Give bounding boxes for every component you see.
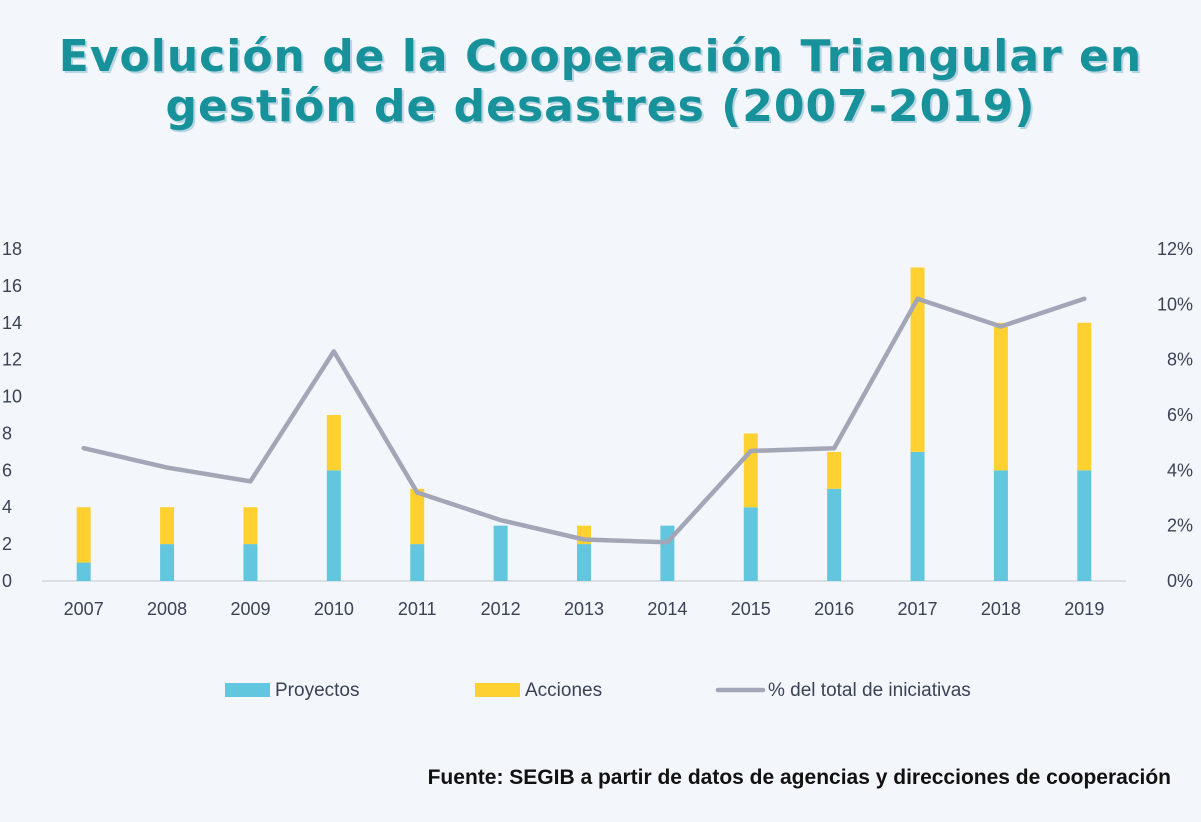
y-right-tick-label: 6% xyxy=(1167,405,1193,425)
bar-proyectos xyxy=(243,544,258,581)
bar-proyectos xyxy=(743,507,758,581)
legend-swatch-acciones xyxy=(475,683,520,697)
bar-proyectos xyxy=(493,525,508,581)
chart-title: Evolución de la Cooperación Triangular e… xyxy=(0,32,1201,132)
legend-label-proyectos: Proyectos xyxy=(275,680,359,701)
bar-acciones xyxy=(243,507,258,545)
bar-acciones xyxy=(160,507,175,545)
y-left-tick-label: 12 xyxy=(2,350,22,370)
y-left-tick-label: 6 xyxy=(2,460,12,480)
y-left-tick-label: 2 xyxy=(2,534,12,554)
bar-proyectos xyxy=(410,544,425,581)
y-left-tick-label: 14 xyxy=(2,313,22,333)
legend-label-acciones: Acciones xyxy=(525,680,602,701)
bar-proyectos xyxy=(76,562,91,581)
bar-acciones xyxy=(743,433,758,508)
bar-acciones xyxy=(326,415,341,471)
y-right-tick-label: 12% xyxy=(1157,239,1193,259)
x-tick-label: 2012 xyxy=(481,599,521,619)
bar-proyectos xyxy=(577,544,591,581)
legend-swatch-proyectos xyxy=(225,683,270,697)
y-right-tick-label: 0% xyxy=(1167,571,1193,591)
y-right-tick-label: 10% xyxy=(1157,294,1193,314)
chart-title-line-1: Evolución de la Cooperación Triangular e… xyxy=(58,31,1143,82)
bar-proyectos xyxy=(910,451,925,581)
bar-acciones xyxy=(910,267,925,452)
bar-proyectos xyxy=(827,488,842,581)
bar-proyectos xyxy=(993,470,1008,581)
y-left-tick-label: 10 xyxy=(2,387,22,407)
x-tick-label: 2008 xyxy=(147,599,187,619)
x-tick-label: 2015 xyxy=(731,599,771,619)
line-pct-total xyxy=(81,296,1087,545)
chart-title-line-2: gestión de desastres (2007-2019) xyxy=(165,81,1036,132)
bar-proyectos xyxy=(160,544,175,581)
legend-label-pct: % del total de iniciativas xyxy=(768,680,971,701)
x-tick-label: 2007 xyxy=(64,599,104,619)
bar-acciones xyxy=(410,488,425,545)
y-left-tick-label: 0 xyxy=(2,571,12,591)
bar-acciones xyxy=(993,322,1008,471)
x-tick-label: 2018 xyxy=(981,599,1021,619)
y-right-tick-label: 4% xyxy=(1167,460,1193,480)
y-right-tick-label: 8% xyxy=(1167,350,1193,370)
bar-acciones xyxy=(827,451,842,489)
y-left-tick-label: 16 xyxy=(2,276,22,296)
bar-proyectos xyxy=(326,470,341,581)
bar-acciones xyxy=(76,507,91,563)
x-tick-label: 2017 xyxy=(898,599,938,619)
x-tick-label: 2013 xyxy=(564,599,604,619)
x-tick-label: 2019 xyxy=(1064,599,1104,619)
y-left-tick-label: 4 xyxy=(2,497,12,517)
x-tick-label: 2014 xyxy=(647,599,687,619)
x-tick-label: 2010 xyxy=(314,599,354,619)
bar-proyectos xyxy=(1077,470,1092,581)
bar-acciones xyxy=(1077,322,1092,471)
x-tick-label: 2016 xyxy=(814,599,854,619)
y-left-tick-label: 18 xyxy=(2,239,22,259)
y-left-tick-label: 8 xyxy=(2,423,12,443)
y-right-tick-label: 2% xyxy=(1167,516,1193,536)
x-tick-label: 2009 xyxy=(230,599,270,619)
source-note: Fuente: SEGIB a partir de datos de agenc… xyxy=(427,766,1171,789)
x-tick-label: 2011 xyxy=(398,599,437,619)
